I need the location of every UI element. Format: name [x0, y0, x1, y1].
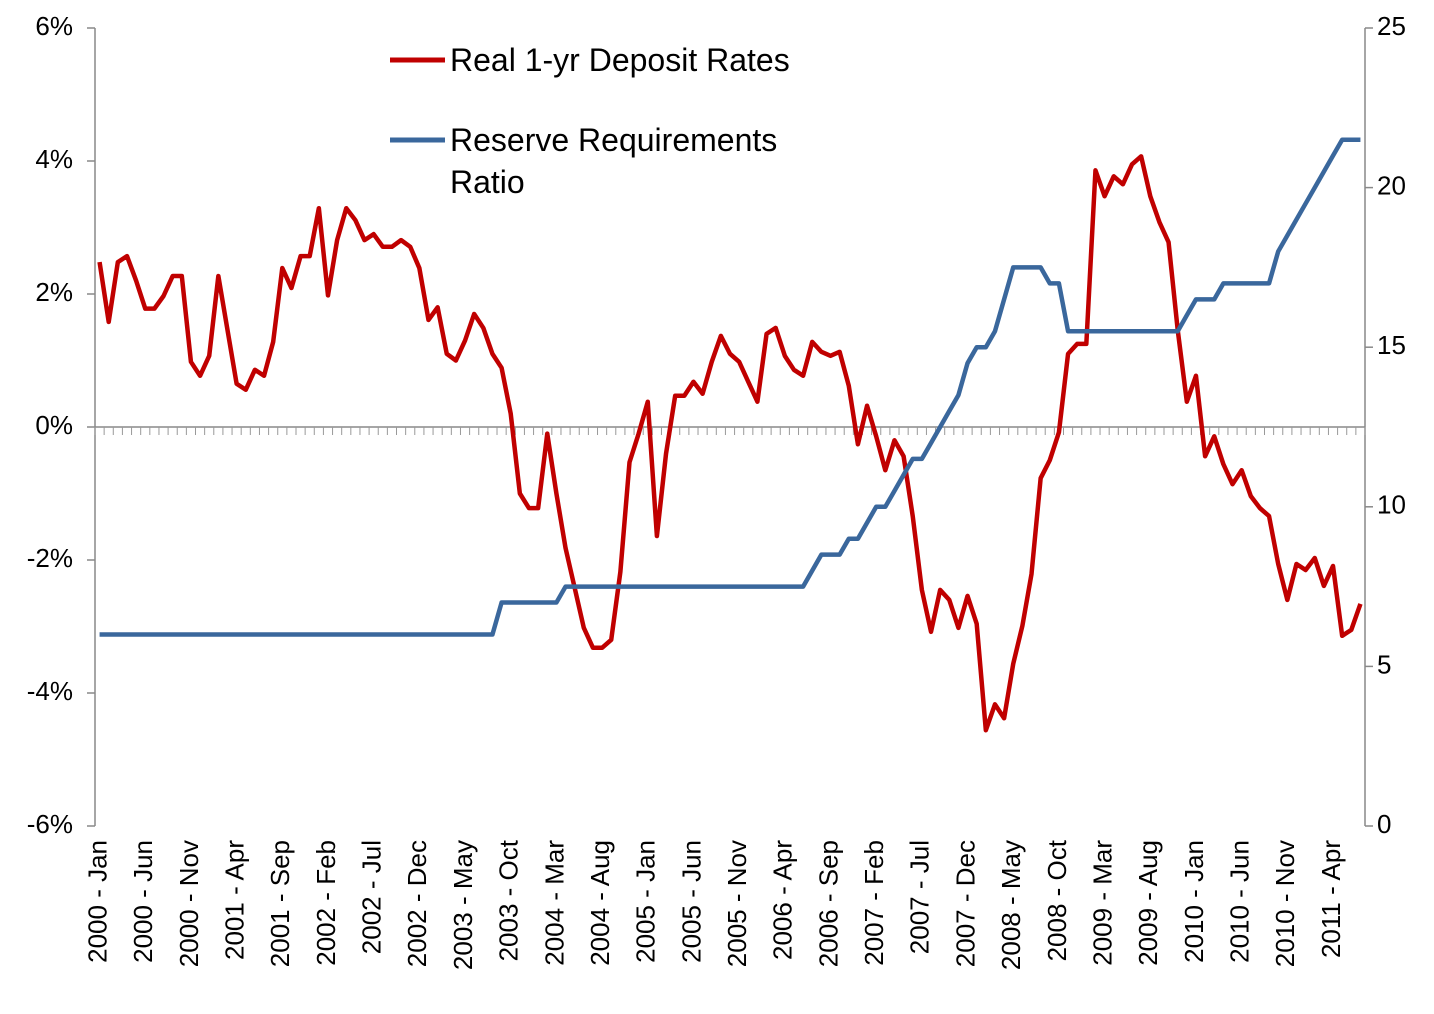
- x-tick-label: 2005 - Jun: [676, 840, 706, 963]
- x-tick-label: 2002 - Dec: [402, 840, 432, 967]
- x-tick-label: 2000 - Jan: [82, 840, 112, 963]
- y-tick-label: -6%: [27, 809, 73, 839]
- y2-tick-label: 25: [1377, 11, 1406, 41]
- x-tick-label: 2005 - Jan: [631, 840, 661, 963]
- y-tick-label: 6%: [35, 11, 73, 41]
- x-tick-label: 2010 - Jun: [1225, 840, 1255, 963]
- x-tick-label: 2009 - Mar: [1087, 840, 1117, 966]
- x-tick-label: 2007 - Dec: [950, 840, 980, 967]
- x-tick-label: 2007 - Feb: [859, 840, 889, 966]
- y2-tick-label: 5: [1377, 649, 1391, 679]
- y2-tick-label: 0: [1377, 809, 1391, 839]
- x-tick-label: 2001 - Sep: [265, 840, 295, 967]
- x-tick-label: 2005 - Nov: [722, 840, 752, 967]
- x-tick-label: 2007 - Jul: [905, 840, 935, 954]
- x-tick-label: 2011 - Apr: [1316, 840, 1346, 958]
- y2-tick-label: 10: [1377, 490, 1406, 520]
- x-tick-label: 2004 - Aug: [585, 840, 615, 966]
- line-series: [97, 154, 1363, 733]
- legend-label: Real 1-yr Deposit Rates: [450, 42, 790, 78]
- x-tick-label: 2003 - May: [448, 840, 478, 970]
- y-tick-label: 4%: [35, 144, 73, 174]
- y2-tick-label: 20: [1377, 170, 1406, 200]
- y-tick-label: -2%: [27, 543, 73, 573]
- legend-label: Reserve Requirements Ratio: [450, 122, 778, 200]
- x-tick-label: 2002 - Jul: [357, 840, 387, 954]
- x-tick-label: 2002 - Feb: [311, 840, 341, 966]
- y-tick-label: -4%: [27, 676, 73, 706]
- x-tick-label: 2000 - Jun: [128, 840, 158, 963]
- x-tick-label: 2006 - Apr: [768, 840, 798, 960]
- y-tick-label: 0%: [35, 410, 73, 440]
- x-tick-label: 2003 - Oct: [494, 839, 524, 961]
- y-tick-label: 2%: [35, 277, 73, 307]
- x-tick-label: 2001 - Apr: [219, 840, 249, 960]
- x-tick-label: 2000 - Nov: [174, 840, 204, 967]
- line-series: [99, 137, 1361, 637]
- x-tick-label: 2009 - Aug: [1133, 840, 1163, 966]
- x-tick-label: 2010 - Nov: [1270, 840, 1300, 967]
- x-tick-label: 2004 - Mar: [539, 840, 569, 966]
- x-tick-label: 2008 - May: [996, 840, 1026, 970]
- x-tick-label: 2010 - Jan: [1179, 840, 1209, 963]
- x-tick-label: 2008 - Oct: [1042, 839, 1072, 961]
- x-tick-label: 2006 - Sep: [813, 840, 843, 967]
- y2-tick-label: 15: [1377, 330, 1406, 360]
